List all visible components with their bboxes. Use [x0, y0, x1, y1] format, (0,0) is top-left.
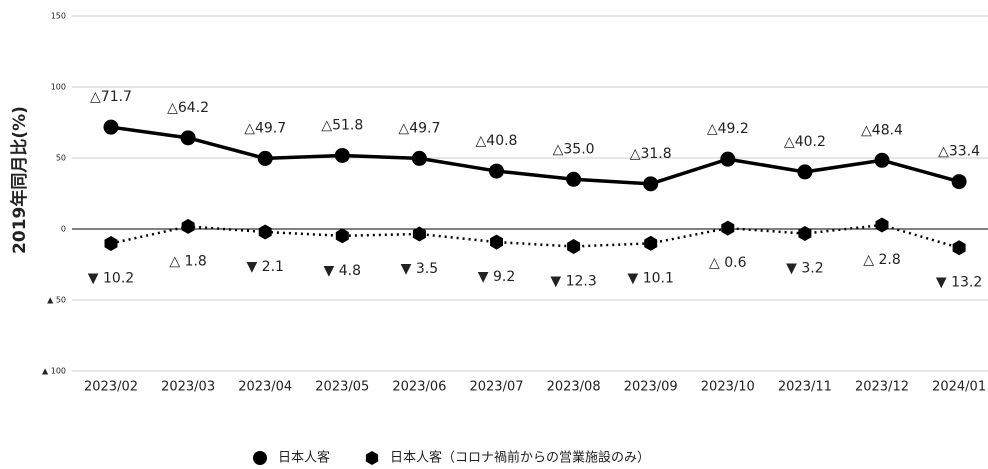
x-tick-label: 2023/07: [469, 380, 523, 395]
point: [490, 234, 503, 250]
point: [721, 220, 735, 236]
legend-marker: [365, 451, 379, 465]
point: [952, 240, 966, 256]
point: [643, 176, 659, 192]
point: [875, 217, 889, 233]
data-label: △64.2: [167, 100, 209, 116]
y-axis-label: 2019年同月比(%): [9, 106, 30, 254]
x-tick-label: 2023/10: [701, 380, 755, 395]
point: [798, 226, 812, 241]
x-tick-label: 2023/04: [238, 380, 292, 395]
point: [257, 150, 273, 166]
data-label: △51.8: [321, 117, 363, 133]
data-label: △33.4: [938, 144, 980, 160]
x-tick-label: 2023/08: [547, 380, 601, 395]
data-label: △35.0: [553, 141, 595, 157]
data-label: ▼ 10.1: [628, 270, 674, 286]
point: [720, 151, 736, 167]
data-label: △31.8: [630, 146, 672, 162]
data-label: △ 1.8: [169, 253, 206, 269]
point: [874, 152, 890, 168]
y-tick-label: 0: [61, 225, 66, 234]
data-label: △ 0.6: [709, 255, 747, 271]
series-line: [110, 223, 960, 249]
data-label: ▼ 3.2: [786, 261, 823, 277]
point: [334, 147, 350, 163]
point: [797, 164, 813, 180]
x-tick-label: 2023/12: [855, 380, 909, 395]
point: [644, 235, 658, 251]
point: [180, 130, 196, 146]
data-label: ▼ 4.8: [324, 263, 361, 279]
x-tick-label: 2023/02: [84, 380, 138, 395]
x-tick-label: 2023/05: [315, 380, 369, 395]
data-label: △49.2: [707, 121, 749, 137]
data-label: △ 2.8: [863, 252, 900, 268]
legend-marker: [253, 451, 267, 465]
legend-label: 日本人客（コロナ禍前からの営業施設のみ）: [390, 450, 650, 466]
x-tick-label: 2023/06: [392, 380, 446, 395]
point: [566, 171, 582, 187]
point: [412, 226, 426, 242]
data-label: ▼ 9.2: [478, 269, 515, 285]
data-label: △49.7: [398, 120, 440, 136]
data-label: △48.4: [861, 122, 903, 138]
x-tick-label: 2023/11: [778, 380, 832, 395]
data-label: ▼ 10.2: [88, 270, 134, 286]
data-label: ▼ 2.1: [246, 259, 283, 275]
legend-label: 日本人客: [278, 450, 330, 466]
y-tick-label: 100: [51, 83, 66, 92]
y-tick-label: 150: [51, 12, 66, 21]
x-tick-label: 2024/01: [932, 380, 986, 395]
point: [103, 119, 119, 135]
data-label: △49.7: [244, 120, 286, 136]
y-tick-label: 50: [56, 154, 66, 163]
point: [567, 239, 581, 254]
x-tick-label: 2023/09: [624, 380, 678, 395]
y-tick-label: ▲ 100: [42, 367, 66, 376]
point: [258, 224, 272, 240]
x-tick-label: 2023/03: [161, 380, 215, 395]
series-line: [110, 125, 960, 186]
data-label: △71.7: [90, 89, 132, 105]
point: [951, 174, 967, 190]
point: [411, 150, 427, 166]
data-label: ▼ 13.2: [936, 275, 982, 291]
y-tick-label: ▲ 50: [47, 296, 66, 305]
point: [104, 236, 118, 251]
point: [489, 163, 504, 179]
data-label: △40.2: [784, 134, 826, 150]
point: [335, 228, 349, 244]
point: [181, 218, 195, 234]
data-label: ▼ 3.5: [401, 261, 438, 277]
data-label: △40.8: [476, 133, 518, 149]
data-label: ▼ 12.3: [550, 273, 596, 289]
